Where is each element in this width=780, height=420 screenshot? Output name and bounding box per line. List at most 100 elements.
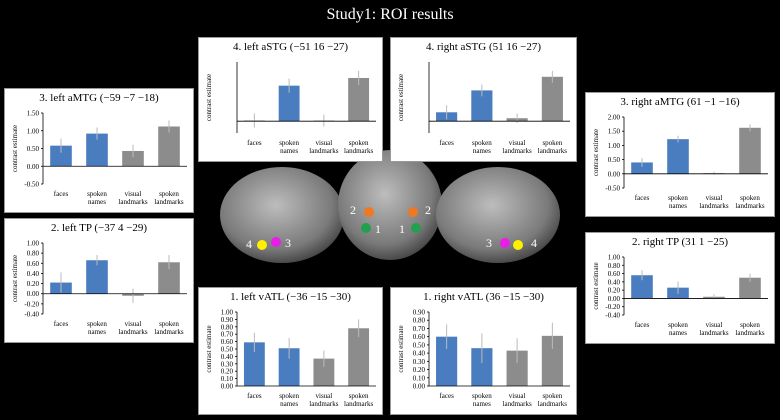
- x-tick-label: spoken names: [87, 320, 107, 336]
- chart-title: 4. left aSTG (−51 16 −27): [232, 41, 349, 53]
- plot: contrast estimate: [205, 62, 376, 133]
- bar: [739, 127, 761, 174]
- roi-dot: [411, 223, 421, 233]
- roi-dot: [364, 207, 374, 217]
- y-tick-label: 0.70: [413, 325, 426, 333]
- y-tick-label: 1.00: [27, 127, 40, 135]
- y-axis-label: contrast estimate: [205, 74, 213, 121]
- x-tick-label: faces: [439, 139, 454, 147]
- y-tick-label: 0.50: [608, 156, 621, 164]
- x-tick-label: faces: [634, 321, 650, 329]
- bar: [667, 139, 689, 174]
- x-tick-label: spoken landmarks: [154, 190, 184, 206]
- y-tick-label: -0.20: [24, 300, 39, 308]
- y-axis-label: contrast estimate: [11, 125, 19, 172]
- x-tick-label: spoken landmarks: [344, 139, 374, 155]
- x-tick-label: visual landmarks: [502, 392, 532, 408]
- bar: [243, 342, 265, 386]
- x-tick-label: spoken names: [471, 392, 492, 408]
- y-tick-label: 0.50: [27, 145, 40, 153]
- chart-title: 2. left TP (−37 4 −29): [50, 222, 148, 234]
- bar: [471, 90, 493, 122]
- y-tick-label: 1.00: [608, 254, 621, 262]
- y-axis-label: contrast estimate: [11, 255, 19, 302]
- chart-title: 3. left aMTG (−59 −7 −18): [39, 92, 159, 104]
- chart-panel: 2. right TP (31 1 −25) contrast estimate -…: [585, 232, 775, 344]
- roi-label: 3: [285, 236, 291, 250]
- brain-right: [436, 167, 560, 263]
- chart-panel: 1. right vATL (36 −15 −30) contrast estim…: [390, 287, 577, 415]
- x-tick-label: spoken names: [279, 139, 300, 155]
- x-tick-label: faces: [247, 139, 262, 147]
- y-tick-label: 0.50: [413, 341, 426, 349]
- chart-title: 3. right aMTG (61 −1 −16): [620, 96, 740, 108]
- x-tick-label: visual landmarks: [699, 321, 729, 337]
- roi-dot: [271, 237, 281, 247]
- x-tick-label: faces: [634, 194, 650, 202]
- x-tick-label: spoken names: [279, 392, 300, 408]
- y-tick-label: -0.40: [24, 311, 39, 319]
- bar: [348, 77, 370, 122]
- x-tick-label: spoken landmarks: [735, 194, 765, 210]
- y-axis-label: contrast estimate: [205, 325, 213, 372]
- roi-dot: [513, 240, 523, 250]
- y-axis-label: contrast estimate: [397, 325, 405, 372]
- x-tick-label: faces: [439, 392, 454, 400]
- bar: [631, 275, 653, 299]
- x-tick-label: visual landmarks: [699, 194, 729, 210]
- y-tick-label: 0.70: [221, 331, 234, 339]
- bar: [436, 336, 458, 386]
- chart-panel: 4. left aSTG (−51 16 −27) contrast estima…: [198, 37, 383, 162]
- roi-label: 4: [246, 237, 252, 251]
- roi-dot: [361, 223, 371, 233]
- plot: contrast estimate 0.000.100.200.300.400.5…: [205, 309, 376, 391]
- bar: [541, 76, 563, 122]
- chart-panel: 3. right aMTG (61 −1 −16) contrast estima…: [585, 92, 775, 217]
- x-tick-label: visual landmarks: [502, 139, 532, 155]
- y-tick-label: -0.40: [605, 312, 620, 320]
- y-tick-label: -0.50: [24, 181, 39, 189]
- roi-label: 1: [399, 222, 405, 236]
- y-tick-label: 0.20: [413, 366, 426, 374]
- x-tick-label: visual landmarks: [309, 392, 339, 408]
- x-tick-label: faces: [53, 190, 69, 198]
- y-tick-label: 0.30: [221, 360, 234, 368]
- roi-label: 3: [486, 236, 492, 250]
- y-tick-label: 0.40: [221, 353, 234, 361]
- roi-label: 4: [531, 236, 537, 250]
- x-tick-label: faces: [53, 320, 69, 328]
- roi-dot: [408, 207, 418, 217]
- bar: [506, 350, 528, 386]
- x-tick-label: spoken landmarks: [735, 321, 765, 337]
- chart-panel: 3. left aMTG (−59 −7 −18) contrast estima…: [4, 88, 194, 213]
- y-tick-label: 0.20: [27, 280, 40, 288]
- y-tick-label: 0.00: [221, 383, 234, 391]
- x-tick-label: spoken landmarks: [344, 392, 374, 408]
- y-tick-label: 0.80: [413, 317, 426, 325]
- y-tick-label: 0.90: [221, 316, 234, 324]
- roi-label: 1: [375, 222, 381, 236]
- chart-title: 4. right aSTG (51 16 −27): [426, 41, 541, 53]
- x-tick-label: spoken landmarks: [537, 392, 567, 408]
- y-tick-label: 0.50: [221, 346, 234, 354]
- y-tick-label: 2.00: [608, 114, 621, 122]
- x-tick-label: visual landmarks: [118, 320, 148, 336]
- y-tick-label: 0.20: [221, 368, 234, 376]
- bar: [278, 348, 300, 386]
- y-tick-label: 0.30: [413, 358, 426, 366]
- y-tick-label: 0.10: [221, 375, 234, 383]
- y-tick-label: 0.60: [413, 333, 426, 341]
- bar: [348, 328, 370, 386]
- chart-title: 1. right vATL (36 −15 −30): [423, 291, 544, 303]
- y-axis-label: contrast estimate: [592, 262, 600, 309]
- plot: contrast estimate: [397, 62, 570, 133]
- y-axis-label: contrast estimate: [592, 129, 600, 176]
- x-tick-label: visual landmarks: [118, 190, 148, 206]
- plot: contrast estimate 0.000.100.200.300.400.5…: [397, 309, 570, 391]
- y-tick-label: 0.90: [413, 309, 426, 317]
- bar: [158, 126, 180, 167]
- bar: [158, 262, 180, 294]
- roi-label: 2: [425, 203, 431, 217]
- y-tick-label: -0.50: [605, 185, 620, 193]
